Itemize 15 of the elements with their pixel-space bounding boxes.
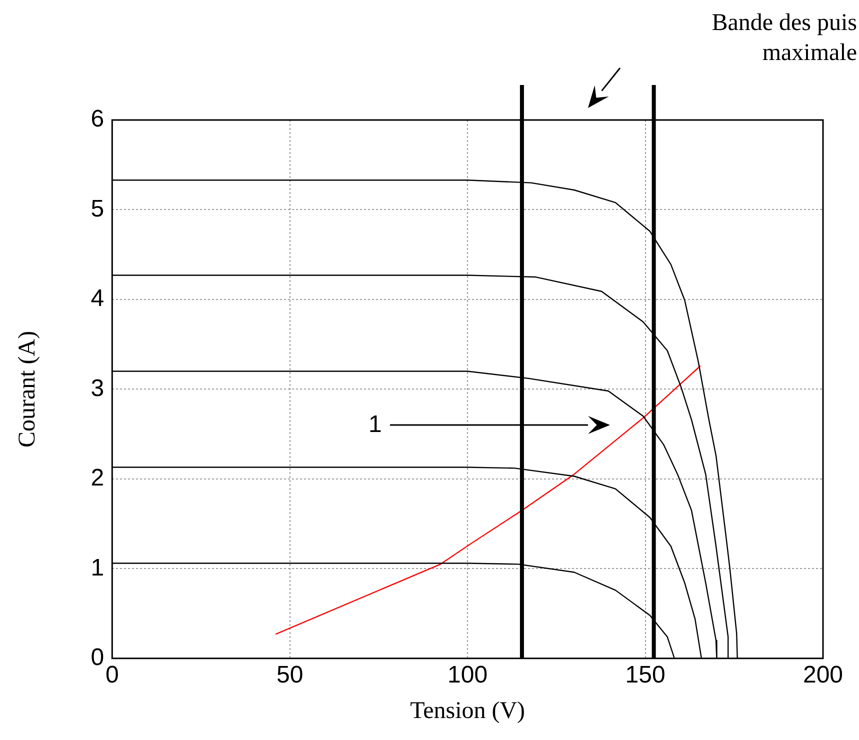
x-tick-label: 200 [802,661,844,688]
y-tick-label: 6 [90,106,104,133]
y-tick-label: 4 [90,285,104,312]
x-tick-label: 150 [625,661,666,688]
text: Bande des puis maximale [712,9,857,68]
y-tick-label: 0 [90,644,104,672]
x-tick-label: 50 [276,661,304,688]
y-tick-label: 3 [90,374,104,402]
annotation: 1 [368,410,382,438]
x-axis-title: Tension (V) [410,698,526,724]
y-axis-title: Courant (A) [14,330,41,448]
x-tick-label: 100 [448,661,488,688]
y-tick-label: 2 [90,464,104,492]
y-tick-label: 5 [90,195,104,222]
y-tick-label: 1 [90,554,104,582]
